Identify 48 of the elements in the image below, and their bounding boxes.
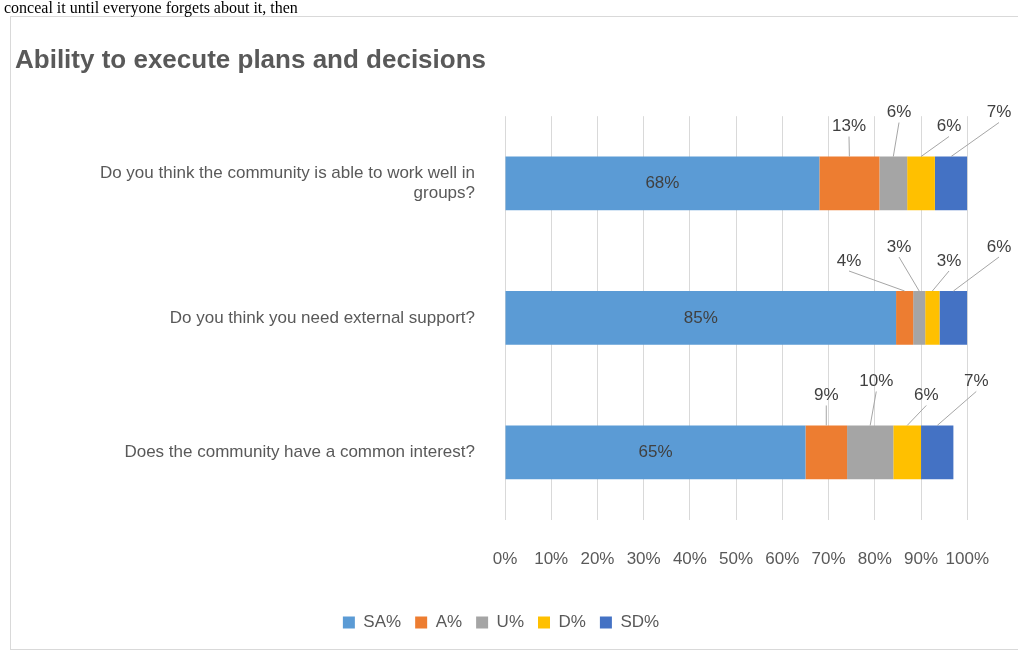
bar [939, 291, 968, 345]
bar [505, 425, 806, 480]
y-tick-label: Does the community have a common interest? [124, 442, 475, 462]
bar [819, 156, 880, 211]
data-label: 10% [859, 371, 894, 391]
data-label: 85% [683, 307, 718, 327]
bar [925, 291, 940, 345]
data-label: 6% [913, 385, 939, 405]
text: conceal it until everyone forgets about it, then [3, 0, 299, 16]
x-tick-label: 30% [626, 549, 661, 569]
bar [921, 425, 954, 480]
data-label: 3% [886, 236, 912, 256]
x-tick-label: 90% [904, 549, 939, 569]
legend-label: SA% [363, 612, 402, 632]
data-label: 6% [936, 116, 962, 136]
data-label: 6% [886, 102, 912, 122]
data-label: 9% [813, 385, 839, 405]
x-tick-label: 100% [945, 549, 989, 569]
bar [505, 291, 897, 345]
x-tick-label: 10% [534, 549, 569, 569]
x-tick-label: 50% [719, 549, 754, 569]
bar [896, 291, 914, 345]
data-label: 13% [831, 116, 867, 136]
x-tick-label: 40% [672, 549, 707, 569]
data-label: 3% [936, 250, 962, 270]
y-tick-label: Do you think you need external support? [169, 307, 475, 327]
x-tick-label: 20% [580, 549, 615, 569]
x-tick-label: 80% [857, 549, 892, 569]
data-label: 7% [963, 371, 989, 391]
text: Ability to execute plans and decisions [15, 43, 487, 74]
data-label: 4% [836, 250, 862, 270]
legend-label: D% [558, 612, 586, 632]
legend-label: A% [435, 612, 463, 632]
x-tick-label: 70% [811, 549, 846, 569]
bar [805, 425, 848, 480]
x-tick-label: 0% [492, 549, 518, 569]
bar [934, 156, 968, 211]
data-label: 65% [638, 442, 673, 462]
bar [505, 156, 820, 211]
data-label: 7% [986, 102, 1012, 122]
bar [893, 425, 922, 480]
legend-label: U% [496, 612, 525, 632]
x-tick-label: 60% [765, 549, 800, 569]
bar [907, 156, 935, 211]
data-label: 68% [645, 173, 680, 193]
data-label: 6% [986, 236, 1012, 256]
legend-label: SD% [620, 612, 660, 632]
y-tick-label: Do you think the community is able to work well in groups? [99, 162, 475, 203]
